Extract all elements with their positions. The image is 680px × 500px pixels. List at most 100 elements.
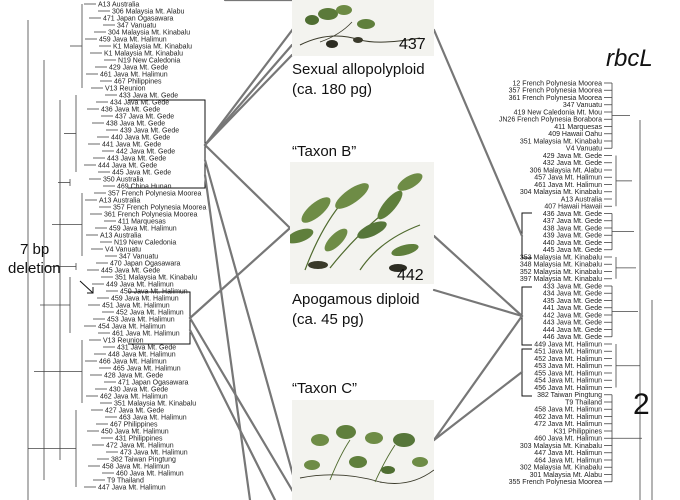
left-leaf-label: 351 Malaysia Mt. Kinabalu xyxy=(115,274,197,281)
right-leaf-label: 461 Java Mt. Halimun xyxy=(534,182,602,189)
right-leaf-label: 441 Java Mt. Gede xyxy=(543,305,602,312)
left-leaf-label: 382 Taiwan Pingtung xyxy=(111,456,176,463)
left-leaf-label: 445 Java Mt. Gede xyxy=(112,169,171,176)
fern-specimen-image-2 xyxy=(290,173,423,272)
right-leaf-label: 304 Malaysia Mt. Kinabalu xyxy=(520,189,602,196)
right-leaf-label: K31 Philippines xyxy=(554,428,603,435)
right-leaf-label: 301 Malaysia Mt. Alabu xyxy=(530,472,602,479)
fern-specimen-image-1 xyxy=(299,5,421,48)
right-leaf-label: 436 Java Mt. Gede xyxy=(543,211,602,218)
left-leaf-label: 452 Java Mt. Halimun xyxy=(116,309,184,316)
number-label: 2 xyxy=(633,388,650,421)
left-leaf-label: V4 Vanuatu xyxy=(105,246,141,253)
connector-line xyxy=(203,53,294,147)
right-leaf-label: 432 Java Mt. Gede xyxy=(543,160,602,167)
right-leaf-label: 306 Malaysia Mt. Alabu xyxy=(530,167,602,174)
gene-label: rbcL xyxy=(606,45,653,72)
left-leaf-label: 429 Java Mt. Gede xyxy=(109,64,168,71)
left-leaf-label: 471 Japan Ogasawara xyxy=(118,379,189,386)
right-leaf-label: 452 Java Mt. Halimun xyxy=(534,356,602,363)
panel-2-caption-line-2: (ca. 45 pg) xyxy=(292,311,364,328)
right-leaf-label: 353 Malaysia Mt. Kinabalu xyxy=(520,254,602,261)
right-leaf-label: 303 Malaysia Mt. Kinabalu xyxy=(520,443,602,450)
left-leaf-label: 437 Java Mt. Gede xyxy=(115,113,174,120)
left-leaf-label: N19 New Caledonia xyxy=(118,57,180,64)
right-leaf-label: 439 Java Mt. Gede xyxy=(543,233,602,240)
left-leaf-label: 463 Java Mt. Halimun xyxy=(119,414,187,421)
photo-panel-2: 442 xyxy=(290,162,434,284)
left-leaf-label: 458 Java Mt. Halimun xyxy=(102,463,170,470)
left-leaf-label: 434 Java Mt. Gede xyxy=(110,99,169,106)
right-leaf-label: 352 Malaysia Mt. Kinabalu xyxy=(520,269,602,276)
right-leaf-label: 447 Java Mt. Halimun xyxy=(534,450,602,457)
left-leaf-label: 465 Java Mt. Halimun xyxy=(113,365,181,372)
left-leaf-label: 467 Philippines xyxy=(110,421,158,428)
right-leaf-label: 454 Java Mt. Halimun xyxy=(534,378,602,385)
left-leaf-label: 459 Java Mt. Halimun xyxy=(99,36,167,43)
left-leaf-label: A13 Australia xyxy=(100,232,141,239)
left-leaf-label: 347 Vanuatu xyxy=(117,22,156,29)
left-leaf-label: 436 Java Mt. Gede xyxy=(101,106,160,113)
left-leaf-label: 453 Java Mt. Halimun xyxy=(107,316,175,323)
right-highlight-bracket xyxy=(521,286,532,346)
right-tree-branches xyxy=(521,82,653,500)
left-leaf-label: N19 New Caledonia xyxy=(114,239,176,246)
left-tree-branches xyxy=(27,3,206,500)
left-leaf-label: 351 Malaysia Mt. Kinabalu xyxy=(114,400,196,407)
right-leaf-label: 457 Java Mt. Halimun xyxy=(534,175,602,182)
left-leaf-label: 440 Java Mt. Gede xyxy=(111,134,170,141)
left-leaf-label: 347 Vanuatu xyxy=(119,253,158,260)
panel-2-title: “Taxon B” xyxy=(292,143,356,160)
right-leaf-label: 433 Java Mt. Gede xyxy=(543,283,602,290)
left-leaf-label: 427 Java Mt. Gede xyxy=(105,407,164,414)
right-leaf-label: 355 French Polynesia Moorea xyxy=(509,479,602,486)
left-leaf-label: 469 China Hunan xyxy=(117,183,172,190)
panel-3-title: “Taxon C” xyxy=(292,380,357,397)
left-leaf-label: 449 Java Mt. Halimun xyxy=(106,281,174,288)
right-leaf-label: 472 Java Mt. Halimun xyxy=(534,421,602,428)
right-leaf-label: 435 Java Mt. Gede xyxy=(543,298,602,305)
left-leaf-label: 433 Java Mt. Gede xyxy=(119,92,178,99)
right-leaf-label: 442 Java Mt. Gede xyxy=(543,312,602,319)
left-leaf-label: 470 Japan Ogasawara xyxy=(110,260,181,267)
connector-line xyxy=(203,143,292,230)
left-leaf-label: 450 Java Mt. Halimun xyxy=(120,288,188,295)
right-leaf-label: 456 Java Mt. Halimun xyxy=(534,385,602,392)
right-leaf-label: JN26 French Polynesia Borabora xyxy=(499,117,602,124)
right-leaf-label: 464 Java Mt. Halimun xyxy=(534,457,602,464)
left-leaf-label: 459 Java Mt. Halimun xyxy=(109,225,177,232)
right-leaf-label: 438 Java Mt. Gede xyxy=(543,225,602,232)
left-leaf-label: A13 Australia xyxy=(98,1,139,8)
right-leaf-label: 407 Hawaii Hawaii xyxy=(544,204,602,211)
left-leaf-label: T9 Thailand xyxy=(107,477,144,484)
left-leaf-label: 357 French Polynesia Moorea xyxy=(108,190,201,197)
right-leaf-label: 440 Java Mt. Gede xyxy=(543,240,602,247)
left-leaf-label: 462 Java Mt. Halimun xyxy=(100,393,168,400)
left-leaf-label: 451 Java Mt. Halimun xyxy=(102,302,170,309)
left-leaf-label: 447 Java Mt. Halimun xyxy=(98,484,166,491)
connector-line xyxy=(432,28,524,238)
right-leaf-label: 302 Malaysia Mt. Kinabalu xyxy=(520,465,602,472)
left-leaf-label: K1 Malaysia Mt. Kinabalu xyxy=(113,43,192,50)
connector-line xyxy=(188,316,300,500)
right-leaf-label: V4 Vanuatu xyxy=(566,146,602,153)
connector-line xyxy=(432,314,524,442)
connector-line xyxy=(203,173,252,500)
right-highlight-bracket xyxy=(521,212,532,259)
left-leaf-label: 411 Marquesas xyxy=(118,218,166,225)
right-leaf-label: 437 Java Mt. Gede xyxy=(543,218,602,225)
right-leaf-label: 397 Malaysia Mt. Kinabalu xyxy=(520,276,602,283)
left-leaf-label: 428 Java Mt. Gede xyxy=(104,372,163,379)
left-leaf-label: 467 Philippines xyxy=(114,78,162,85)
left-leaf-label: 350 Australia xyxy=(103,176,144,183)
deletion-label-line-1: 7 bp xyxy=(20,241,49,258)
panel-1-caption-line-2: (ca. 180 pg) xyxy=(292,81,372,98)
left-leaf-label: 441 Java Mt. Gede xyxy=(102,141,161,148)
left-leaf-label: 454 Java Mt. Halimun xyxy=(98,323,166,330)
left-leaf-label: 466 Java Mt. Halimun xyxy=(99,358,167,365)
right-leaf-label: T9 Thailand xyxy=(565,399,602,406)
deletion-label-line-2: deletion xyxy=(8,260,61,277)
